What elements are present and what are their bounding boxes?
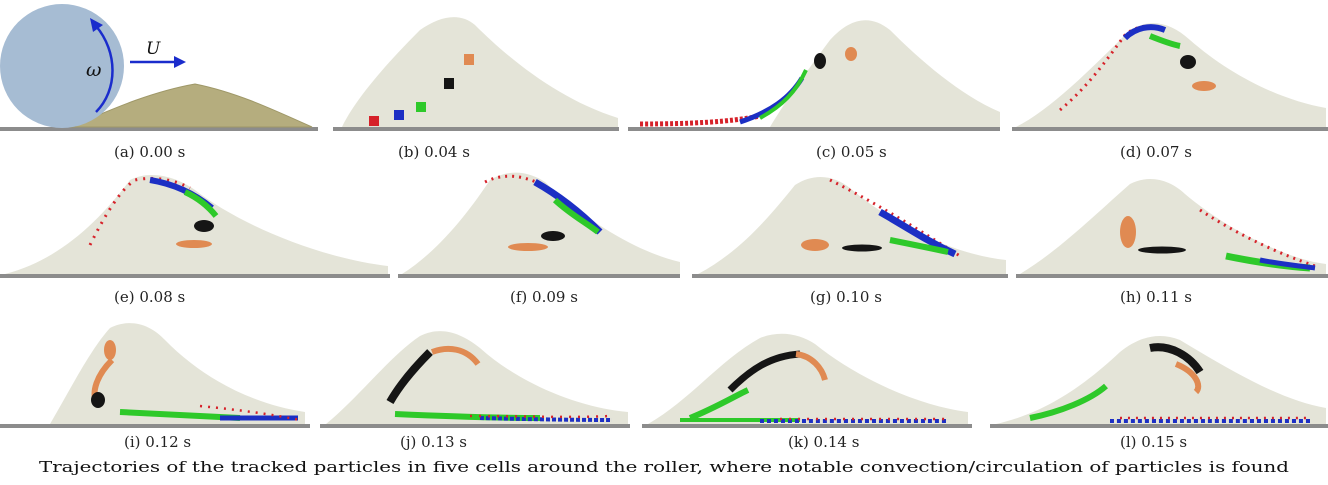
- panel-k-label: (k) 0.14 s: [788, 433, 859, 451]
- sand-heap: [648, 333, 968, 424]
- cell-orange: [508, 243, 548, 251]
- cell-orange: [104, 340, 116, 360]
- cell-orange: [845, 47, 857, 61]
- cell-black: [814, 53, 826, 69]
- panel-e-label: (e) 0.08 s: [114, 288, 185, 306]
- green-trace: [183, 189, 219, 218]
- green-trace: [759, 69, 808, 120]
- green-trace: [889, 237, 949, 255]
- green-trace: [688, 387, 750, 421]
- cell-black: [444, 78, 454, 89]
- cell-blue: [394, 110, 404, 120]
- black-trace: [1149, 343, 1204, 375]
- blue-trace: [1259, 257, 1316, 271]
- panel-l: (l) 0.15 s: [990, 336, 1328, 451]
- panel-c: (c) 0.05 s: [628, 20, 1000, 161]
- red-trace: [1199, 208, 1316, 268]
- velocity-arrowhead: [174, 56, 186, 68]
- green-trace: [1148, 33, 1181, 49]
- cell-red: [369, 116, 379, 126]
- red-trace: [1059, 24, 1161, 112]
- sand-heap: [1020, 179, 1326, 274]
- ground-line: [0, 127, 318, 131]
- panel-k: (k) 0.14 s: [642, 333, 972, 451]
- panel-b: (b) 0.04 s: [333, 17, 619, 161]
- panel-i-label: (i) 0.12 s: [124, 433, 191, 451]
- ground-line: [642, 424, 972, 428]
- sand-heap: [770, 20, 1000, 128]
- cell-orange: [176, 240, 212, 248]
- cell-black: [1138, 246, 1186, 254]
- green-trace: [552, 197, 600, 235]
- cell-green: [416, 102, 426, 112]
- panel-l-label: (l) 0.15 s: [1120, 433, 1187, 451]
- ground-line: [0, 274, 390, 278]
- rotation-arrowhead: [90, 18, 103, 32]
- panel-a-label: (a) 0.00 s: [114, 143, 185, 161]
- ground-line: [398, 274, 680, 278]
- panel-j: (j) 0.13 s: [320, 331, 630, 451]
- sand-heap: [50, 323, 305, 424]
- sand-heap: [342, 17, 618, 128]
- sand-heap: [326, 331, 628, 424]
- cell-orange: [464, 54, 474, 65]
- red-trace: [829, 178, 961, 258]
- cell-black: [1180, 55, 1196, 69]
- panel-i: (i) 0.12 s: [0, 323, 310, 451]
- ground-line: [1012, 127, 1328, 131]
- orange-trace: [430, 345, 481, 366]
- cell-orange: [801, 239, 829, 251]
- green-trace: [1029, 383, 1108, 421]
- orange-trace: [795, 351, 828, 381]
- ground-line: [0, 424, 310, 428]
- panel-d-label: (d) 0.07 s: [1120, 143, 1192, 161]
- cell-black: [194, 220, 214, 232]
- sand-heap: [1016, 23, 1326, 127]
- black-trace: [727, 350, 801, 393]
- ground-line: [320, 424, 630, 428]
- blue-trace: [1122, 24, 1167, 41]
- orange-trace: [1174, 361, 1202, 395]
- cell-orange: [1120, 216, 1136, 248]
- panel-b-label: (b) 0.04 s: [398, 143, 470, 161]
- panel-e: (e) 0.08 s: [0, 175, 390, 306]
- panel-g-label: (g) 0.10 s: [810, 288, 882, 306]
- sand-heap: [402, 172, 680, 274]
- figure-caption: Trajectories of the tracked particles in…: [39, 460, 1289, 476]
- panel-h: (h) 0.11 s: [1016, 179, 1328, 306]
- panel-f-label: (f) 0.09 s: [510, 288, 578, 306]
- initial-sand-pile: [69, 83, 313, 128]
- cell-black: [541, 231, 565, 241]
- roller: [0, 4, 124, 128]
- omega-symbol: ω: [86, 59, 102, 81]
- sand-heap: [698, 176, 1006, 274]
- cell-black: [91, 392, 105, 408]
- panel-h-label: (h) 0.11 s: [1120, 288, 1192, 306]
- cell-orange: [1192, 81, 1216, 91]
- ground-line: [1016, 274, 1328, 278]
- ground-line: [628, 127, 1000, 131]
- panel-d: (d) 0.07 s: [1012, 23, 1328, 161]
- velocity-symbol: U: [146, 39, 161, 59]
- panel-c-label: (c) 0.05 s: [816, 143, 887, 161]
- blue-trace: [479, 416, 613, 422]
- panel-j-label: (j) 0.13 s: [400, 433, 467, 451]
- rotation-arrow: [95, 25, 114, 113]
- panel-a: ω U (a) 0.00 s: [0, 4, 318, 161]
- red-trace: [469, 414, 611, 419]
- black-trace: [386, 349, 433, 405]
- panel-g: (g) 0.10 s: [692, 176, 1008, 306]
- panel-f: (f) 0.09 s: [398, 172, 680, 306]
- cell-black: [842, 244, 882, 252]
- ground-line: [990, 424, 1328, 428]
- ground-line: [692, 274, 1008, 278]
- ground-line: [333, 127, 619, 131]
